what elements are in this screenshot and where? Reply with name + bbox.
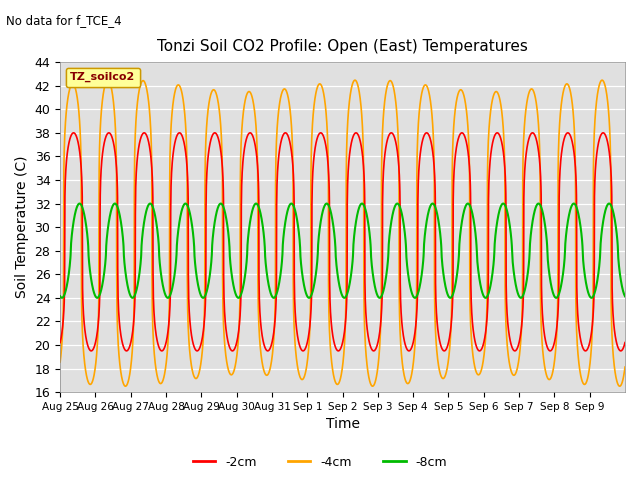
-4cm xyxy=(172,85,180,91)
Title: Tonzi Soil CO2 Profile: Open (East) Temperatures: Tonzi Soil CO2 Profile: Open (East) Temp… xyxy=(157,39,528,54)
-4cm xyxy=(56,359,64,365)
-8cm xyxy=(465,201,473,207)
-2cm xyxy=(615,347,623,352)
X-axis label: Time: Time xyxy=(326,418,360,432)
-8cm xyxy=(56,293,64,299)
-2cm xyxy=(535,151,543,156)
-2cm xyxy=(56,340,64,346)
-2cm xyxy=(415,163,423,168)
-2cm xyxy=(172,135,180,141)
-4cm xyxy=(104,77,111,83)
-2cm xyxy=(621,340,629,346)
-8cm xyxy=(615,263,623,269)
-8cm xyxy=(172,259,180,265)
-8cm xyxy=(605,201,613,206)
-4cm xyxy=(415,110,423,116)
-4cm xyxy=(535,127,543,133)
Y-axis label: Soil Temperature (C): Soil Temperature (C) xyxy=(15,156,29,299)
Line: -4cm: -4cm xyxy=(60,80,625,386)
-2cm xyxy=(617,348,625,354)
Legend: TZ_soilco2: TZ_soilco2 xyxy=(66,68,140,87)
-4cm xyxy=(501,190,509,195)
-2cm xyxy=(501,167,509,172)
-8cm xyxy=(415,286,423,292)
Line: -8cm: -8cm xyxy=(60,204,625,298)
Line: -2cm: -2cm xyxy=(60,133,625,351)
-4cm xyxy=(616,384,623,389)
-8cm xyxy=(501,202,509,208)
Text: No data for f_TCE_4: No data for f_TCE_4 xyxy=(6,14,122,27)
-2cm xyxy=(70,130,77,136)
-4cm xyxy=(465,144,473,150)
Legend: -2cm, -4cm, -8cm: -2cm, -4cm, -8cm xyxy=(188,451,452,474)
-8cm xyxy=(58,295,66,300)
-2cm xyxy=(465,157,473,163)
-4cm xyxy=(615,383,623,389)
-8cm xyxy=(535,201,543,206)
-4cm xyxy=(621,364,629,370)
-8cm xyxy=(621,293,629,299)
